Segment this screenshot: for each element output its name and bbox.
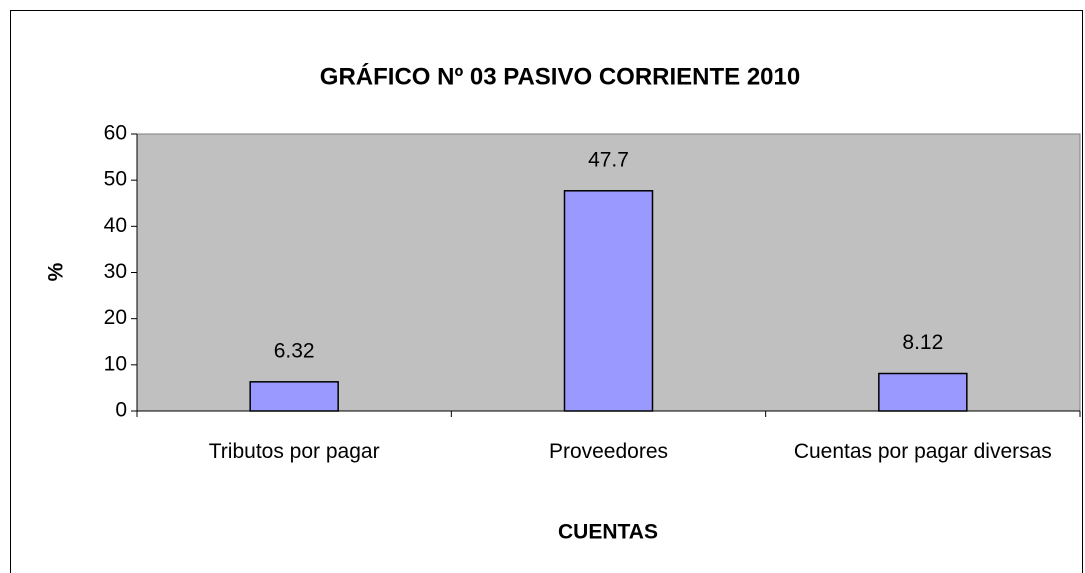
y-axis-title: % — [45, 262, 68, 281]
x-tick-label: Tributos por pagar — [208, 440, 380, 463]
chart-title: GRÁFICO Nº 03 PASIVO CORRIENTE 2010 — [320, 62, 800, 90]
bar — [878, 372, 968, 412]
y-tick-label: 20 — [104, 306, 127, 329]
y-tick-label: 40 — [104, 214, 127, 237]
x-axis-title: CUENTAS — [558, 521, 658, 544]
value-label: 6.32 — [274, 339, 315, 362]
x-tick-label: Proveedores — [548, 440, 669, 463]
bar — [563, 190, 654, 412]
y-tick-label: 50 — [104, 168, 127, 191]
value-label: 47.7 — [588, 148, 629, 171]
y-tick-label: 60 — [104, 122, 127, 145]
y-tick-label: 10 — [104, 352, 127, 375]
x-tick-label: Cuentas por pagar diversas — [793, 440, 1052, 463]
value-label: 8.12 — [902, 331, 943, 354]
y-tick-label: 0 — [115, 399, 127, 422]
y-tick-label: 30 — [104, 260, 127, 283]
bar — [249, 381, 339, 412]
